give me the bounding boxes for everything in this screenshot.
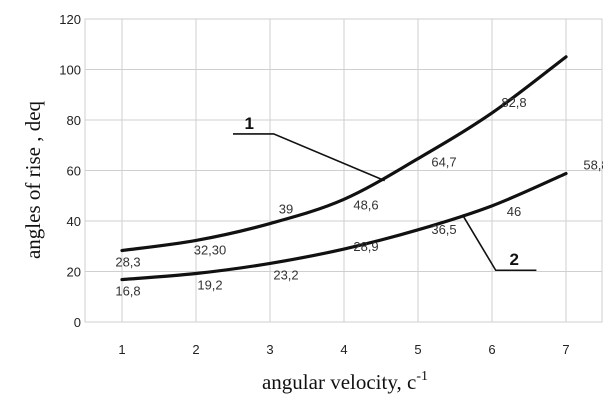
data-label-s2-3: 23,2 (273, 267, 298, 282)
data-label-s1-5: 64,7 (431, 155, 456, 170)
x-axis-label: angular velocity, c-1 (262, 369, 428, 394)
data-label-s2-6: 46 (507, 204, 521, 219)
y-tick-label-20: 20 (67, 265, 81, 280)
series-1-line (120, 55, 568, 253)
callout-label-1: 1 (245, 114, 254, 133)
callout-label-2: 2 (509, 250, 518, 269)
data-labels: 28,3 32,30 39 48,6 64,7 82,8 16,8 19,2 23,2 28,9 3… (115, 95, 603, 299)
y-axis-label: angles of rise , deq (21, 100, 45, 259)
data-label-s2-2: 19,2 (197, 278, 222, 293)
data-label-s2-1: 16,8 (115, 284, 140, 299)
x-axis-unit: c (407, 370, 416, 394)
x-tick-label-7: 7 (562, 342, 569, 357)
x-axis-label-text: angular velocity (262, 370, 398, 394)
series-curves (120, 55, 568, 282)
data-label-s2-7: 58,8 (583, 158, 603, 173)
y-tick-label-60: 60 (67, 164, 81, 179)
data-label-s2-4: 28,9 (353, 239, 378, 254)
x-axis-unit-exponent: -1 (416, 369, 428, 384)
data-label-s1-6: 82,8 (501, 95, 526, 110)
data-label-s2-5: 36,5 (431, 222, 456, 237)
data-label-s1-2: 32,30 (194, 242, 227, 257)
y-tick-label-100: 100 (59, 63, 81, 78)
data-label-s1-1: 28,3 (115, 255, 140, 270)
x-tick-label-5: 5 (414, 342, 421, 357)
x-tick-label-3: 3 (266, 342, 273, 357)
x-tick-label-6: 6 (488, 342, 495, 357)
x-tick-label-1: 1 (118, 342, 125, 357)
y-tick-label-120: 120 (59, 12, 81, 27)
series-2-line (120, 171, 568, 282)
data-label-s1-3: 39 (279, 202, 293, 217)
x-tick-label-4: 4 (340, 342, 347, 357)
callout-leader-2 (461, 214, 537, 272)
y-tick-label-0: 0 (74, 315, 81, 330)
grid-lines (84, 18, 603, 323)
callout-leader-1 (233, 133, 386, 182)
data-label-s1-4: 48,6 (353, 197, 378, 212)
x-tick-label-2: 2 (192, 342, 199, 357)
series-callouts: 12 (233, 114, 537, 272)
x-tick-labels: 1 2 3 4 5 6 7 (118, 342, 569, 357)
y-tick-label-40: 40 (67, 214, 81, 229)
y-tick-label-80: 80 (67, 113, 81, 128)
x-axis-label-comma: , (397, 370, 408, 394)
y-tick-labels: 0 20 40 60 80 100 120 (59, 12, 81, 330)
